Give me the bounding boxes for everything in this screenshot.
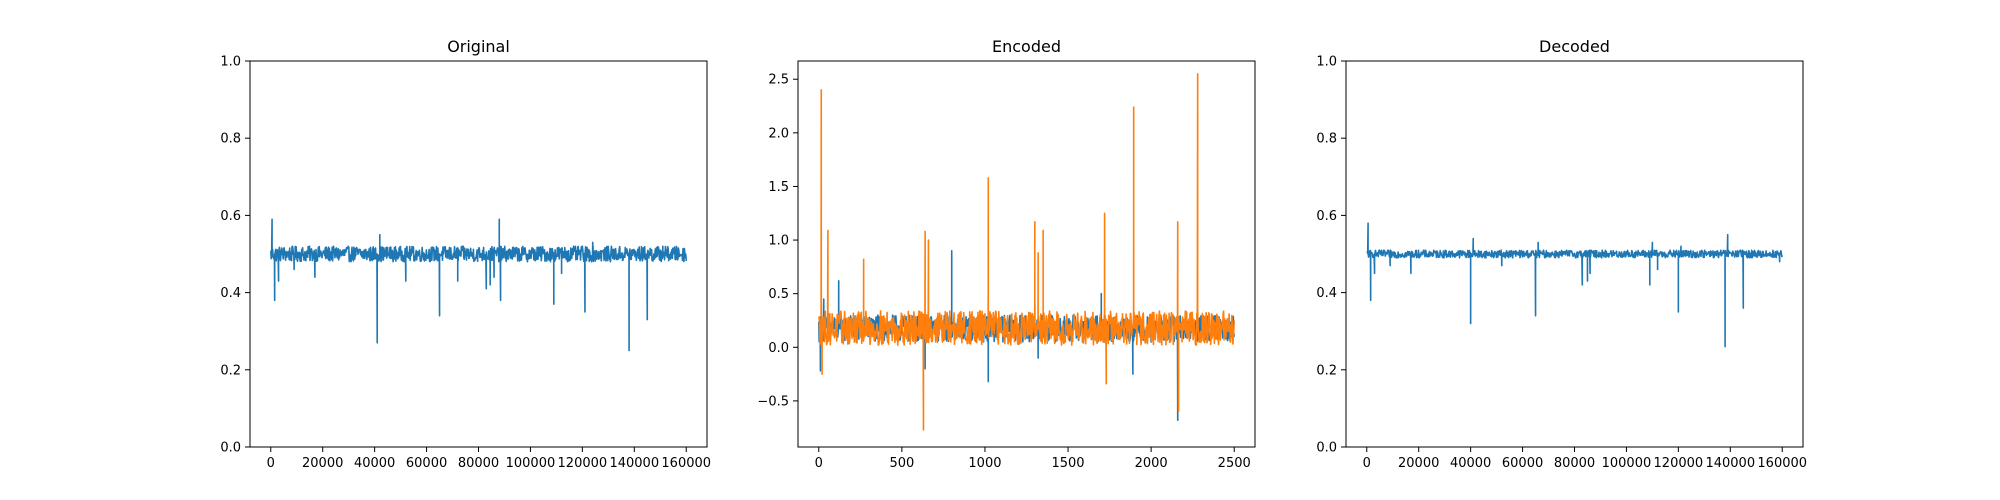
series-group xyxy=(817,73,1236,431)
series-line-1 xyxy=(269,218,688,352)
y-tick-label: 1.5 xyxy=(768,180,789,195)
y-tick-label: 2.0 xyxy=(768,126,789,141)
x-tick-label: 100000 xyxy=(1602,456,1652,471)
y-tick-label: 1.0 xyxy=(1316,55,1337,70)
y-tick-label: 0.2 xyxy=(1316,363,1337,378)
y-tick-label: 0.5 xyxy=(768,287,789,302)
x-tick-label: 140000 xyxy=(1705,456,1755,471)
y-tick-label: 0.2 xyxy=(220,363,241,378)
y-tick-label: 1.0 xyxy=(768,234,789,249)
chart-original: 0 20000 40000 60000 80000 100000 120000 140000 1… xyxy=(220,37,711,471)
y-tick-label: 0.0 xyxy=(1316,441,1337,456)
x-tick-label: 0 xyxy=(267,456,275,471)
y-tick-label: 0.0 xyxy=(220,441,241,456)
series-group xyxy=(269,218,688,352)
x-tick-label: 0 xyxy=(815,456,823,471)
x-tick-label: 80000 xyxy=(458,456,499,471)
x-tick-label: 80000 xyxy=(1554,456,1595,471)
series-line-1 xyxy=(1366,222,1783,348)
x-tick-label: 60000 xyxy=(406,456,447,471)
series-line-2 xyxy=(817,73,1236,431)
x-tick-label: 500 xyxy=(889,456,914,471)
x-tick-label: 40000 xyxy=(1450,456,1491,471)
y-tick-label: 0.0 xyxy=(768,341,789,356)
y-tick-label: 1.0 xyxy=(220,55,241,70)
x-tick-label: 160000 xyxy=(1757,456,1807,471)
x-tick-label: 100000 xyxy=(506,456,556,471)
x-tick-label: 2500 xyxy=(1218,456,1251,471)
chart-encoded: 0 500 1000 1500 2000 2500 −0.5 0.0 0.5 1.0 1.5 2.0 2… xyxy=(757,37,1256,471)
x-tick-label: 140000 xyxy=(609,456,659,471)
y-tick-label: 0.6 xyxy=(220,209,241,224)
y-tick-label: 0.4 xyxy=(220,286,241,301)
y-tick-label: 0.8 xyxy=(220,132,241,147)
y-tick-label: 2.5 xyxy=(768,73,789,88)
series-group xyxy=(1366,222,1783,348)
chart-title: Encoded xyxy=(992,37,1061,56)
axes-frame xyxy=(797,60,1256,448)
x-tick-label: 2000 xyxy=(1135,456,1168,471)
x-tick-label: 20000 xyxy=(1398,456,1439,471)
x-tick-label: 120000 xyxy=(1654,456,1704,471)
y-tick-label: −0.5 xyxy=(757,394,789,409)
y-tick-label: 0.6 xyxy=(1316,209,1337,224)
x-tick-label: 160000 xyxy=(661,456,711,471)
chart-title: Decoded xyxy=(1539,37,1610,56)
y-tick-label: 0.4 xyxy=(1316,286,1337,301)
x-tick-label: 1500 xyxy=(1051,456,1084,471)
chart-decoded: 0 20000 40000 60000 80000 100000 120000 140000 1… xyxy=(1316,37,1807,471)
x-tick-label: 120000 xyxy=(558,456,608,471)
x-tick-label: 60000 xyxy=(1502,456,1543,471)
x-tick-label: 0 xyxy=(1363,456,1371,471)
x-tick-label: 40000 xyxy=(354,456,395,471)
chart-title: Original xyxy=(447,37,510,56)
x-tick-label: 1000 xyxy=(968,456,1001,471)
y-tick-label: 0.8 xyxy=(1316,132,1337,147)
x-tick-label: 20000 xyxy=(302,456,343,471)
